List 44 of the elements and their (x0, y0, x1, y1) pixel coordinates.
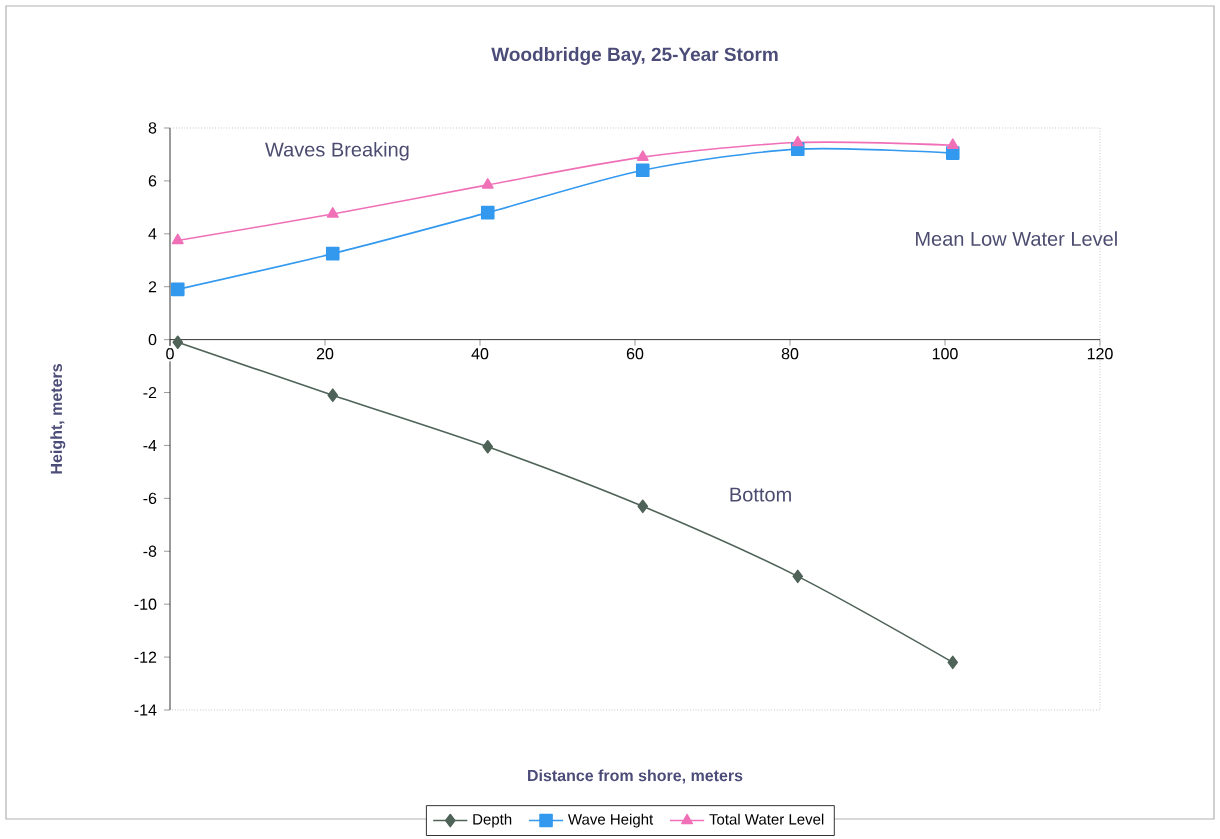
y-tick-label: -10 (134, 598, 157, 610)
annotation: Mean Low Water Level (916, 231, 1117, 246)
point (325, 246, 340, 261)
legend-label: Depth (473, 813, 512, 828)
legend-label: Wave Height (567, 813, 654, 828)
point (327, 388, 339, 402)
point (637, 499, 649, 514)
x-tick-label: 0 (166, 348, 174, 360)
y-tick-label: -12 (134, 651, 157, 663)
x-tick-label: 60 (626, 348, 644, 360)
point (481, 178, 494, 189)
annotation: Waves Breaking (265, 141, 409, 161)
y-tick-label: 2 (148, 281, 157, 293)
point (792, 569, 804, 584)
legend-label: Total Water Level (709, 813, 824, 825)
y-tick-label: 4 (148, 228, 157, 240)
point (482, 439, 494, 454)
point (480, 205, 495, 220)
x-tick-label: 20 (316, 348, 334, 360)
y-tick-label: 0 (148, 333, 157, 346)
y-tick-label: 8 (148, 122, 157, 134)
y-tick-label: -2 (143, 386, 157, 399)
point (947, 655, 959, 670)
point (172, 335, 184, 350)
y-tick-label: 6 (148, 175, 157, 187)
point (636, 150, 649, 161)
x-tick-label: 120 (1087, 348, 1113, 360)
annotation: Bottom (730, 487, 791, 502)
x-tick-label: 80 (781, 348, 799, 360)
y-axis-title: Height, meters (50, 364, 66, 474)
point (946, 138, 959, 149)
x-axis-title: Distance from shore, meters (528, 769, 743, 784)
point (635, 163, 650, 178)
y-tick-label: -14 (134, 704, 157, 716)
point (170, 282, 185, 297)
x-tick-label: 100 (932, 348, 958, 360)
y-tick-label: -4 (143, 439, 157, 451)
x-tick-label: 40 (471, 348, 489, 360)
point (791, 135, 804, 147)
point (326, 207, 339, 218)
y-tick-label: -8 (143, 545, 157, 557)
point (171, 233, 184, 245)
chart-title: Woodbridge Bay, 25-Year Storm (491, 47, 778, 65)
y-tick-label: -6 (143, 492, 157, 505)
